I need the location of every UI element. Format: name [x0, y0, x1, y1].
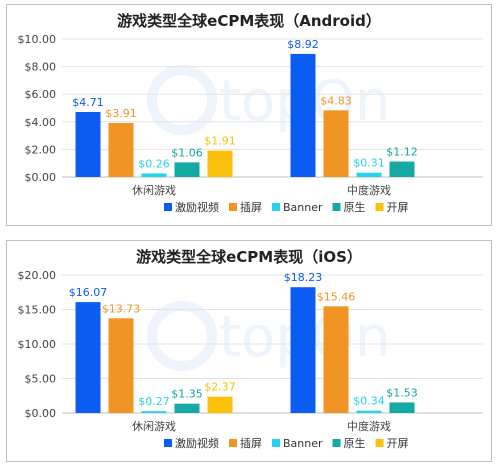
legend-swatch [229, 203, 237, 211]
legend-label: 激励视频 [175, 200, 219, 214]
chart-title: 游戏类型全球eCPM表现（iOS） [136, 248, 362, 266]
data-label: $2.37 [204, 381, 236, 394]
legend-label: Banner [283, 201, 323, 214]
bar [174, 162, 200, 177]
bar [141, 411, 167, 413]
data-label: $15.46 [317, 290, 356, 303]
data-label: $1.35 [171, 388, 203, 401]
bar [108, 318, 134, 413]
legend-swatch [272, 203, 280, 211]
chart-android: topOn 游戏类型全球eCPM表现（Android） $0.00 $2.00 $4.0… [18, 12, 483, 214]
chart-ios: topOn 游戏类型全球eCPM表现（iOS） $0.00 $5.00 $10.00 $1… [18, 248, 483, 450]
bar [323, 306, 349, 413]
watermark-logo: topOn [147, 65, 390, 135]
data-label: $8.92 [287, 38, 319, 51]
legend-label: Banner [283, 437, 323, 450]
data-label: $0.26 [138, 157, 170, 170]
legend-label: 开屏 [387, 201, 409, 214]
data-label: $16.07 [69, 286, 108, 299]
chart-panel-ios: topOn 游戏类型全球eCPM表现（iOS） $0.00 $5.00 $10.00 $1… [6, 240, 492, 462]
bar [75, 302, 101, 413]
data-label: $4.71 [72, 96, 104, 109]
bar [389, 402, 415, 413]
legend-swatch [332, 203, 341, 211]
bar [323, 110, 349, 177]
y-tick-label: $4.00 [25, 116, 57, 129]
chart-title: 游戏类型全球eCPM表现（Android） [117, 12, 381, 30]
bar [290, 53, 316, 177]
data-label: $18.23 [284, 271, 323, 284]
bar [356, 172, 382, 177]
bar [207, 150, 233, 177]
legend-label: 原生 [344, 200, 366, 214]
bar [389, 161, 415, 177]
bar [108, 123, 134, 177]
y-tick-label: $6.00 [25, 88, 57, 101]
watermark-mark [147, 301, 217, 371]
legend-label: 原生 [344, 436, 366, 450]
category-label: 中度游戏 [347, 183, 391, 197]
legend-swatch [332, 439, 341, 447]
legend: 激励视频 插屏 Banner 原生 开屏 [164, 200, 409, 214]
bar [75, 112, 101, 177]
y-tick-label: $5.00 [25, 373, 57, 386]
bar [207, 396, 233, 413]
y-tick-label: $0.00 [25, 171, 57, 184]
legend-swatch [272, 439, 280, 447]
legend-swatch [375, 203, 384, 211]
category-label: 休闲游戏 [132, 419, 176, 433]
bar [290, 287, 316, 413]
legend-swatch [164, 203, 172, 211]
data-label: $1.12 [386, 146, 418, 159]
bar [141, 173, 167, 177]
y-tick-label: $10.00 [18, 338, 57, 351]
legend: 激励视频 插屏 Banner 原生 开屏 [164, 436, 409, 450]
data-label: $1.53 [386, 386, 418, 399]
y-tick-label: $15.00 [18, 304, 57, 317]
y-tick-label: $10.00 [18, 33, 57, 46]
y-tick-label: $0.00 [25, 407, 57, 420]
bar [356, 410, 382, 413]
data-label: $0.27 [138, 395, 170, 408]
legend-swatch [375, 439, 384, 447]
watermark-logo: topOn [147, 301, 390, 371]
data-label: $3.91 [105, 107, 137, 120]
y-tick-label: $8.00 [25, 61, 57, 74]
legend-swatch [229, 439, 237, 447]
legend-label: 激励视频 [175, 436, 219, 450]
data-label: $1.06 [171, 146, 203, 159]
data-label: $0.31 [353, 157, 385, 170]
y-tick-label: $20.00 [18, 269, 57, 282]
y-tick-label: $2.00 [25, 143, 57, 156]
legend-swatch [164, 439, 172, 447]
category-label: 中度游戏 [347, 419, 391, 433]
category-label: 休闲游戏 [132, 183, 176, 197]
chart-panel-android: topOn 游戏类型全球eCPM表现（Android） $0.00 $2.00 $4.0… [6, 4, 492, 226]
legend-label: 插屏 [240, 200, 262, 214]
legend-label: 开屏 [387, 437, 409, 450]
watermark-mark [147, 65, 217, 135]
data-label: $13.73 [102, 302, 141, 315]
data-label: $0.34 [353, 395, 385, 408]
legend-label: 插屏 [240, 436, 262, 450]
data-label: $4.83 [320, 94, 352, 107]
bar [174, 403, 200, 413]
data-label: $1.91 [204, 135, 236, 148]
